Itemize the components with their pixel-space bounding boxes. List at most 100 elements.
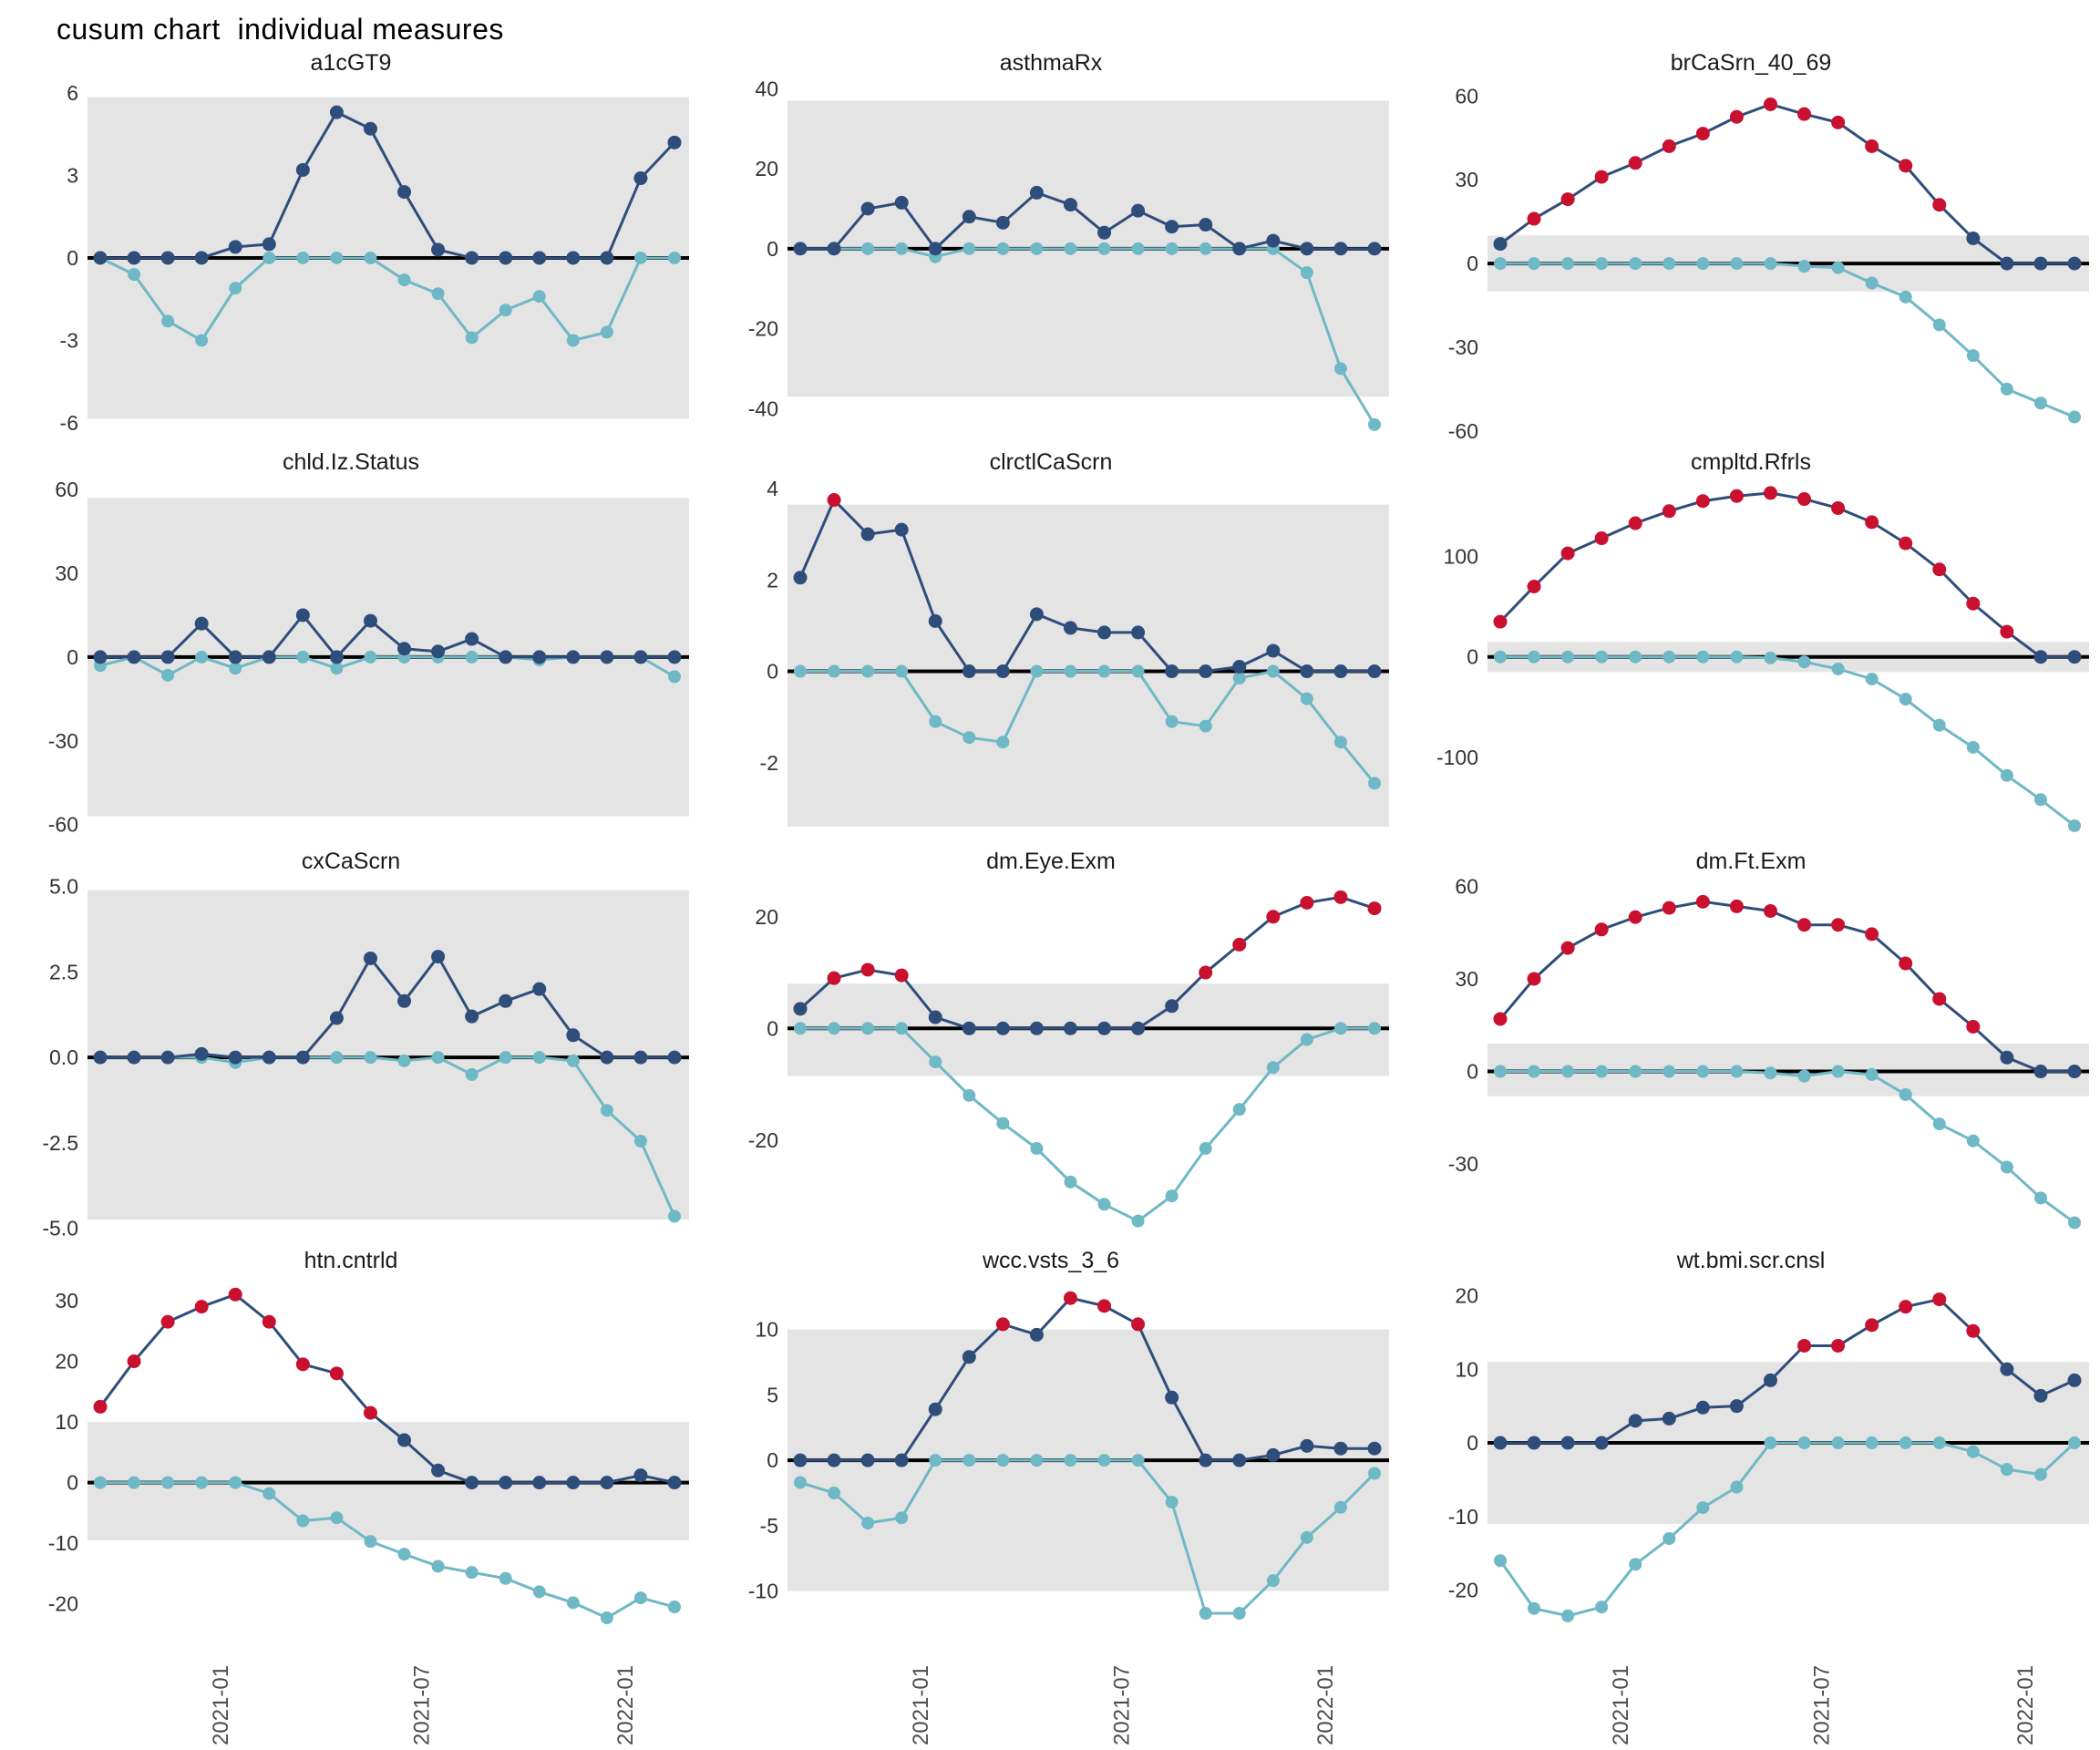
data-point-out-of-control — [1865, 927, 1879, 942]
data-point-lower — [600, 1611, 613, 1625]
data-point-upper — [2067, 1373, 2082, 1387]
data-point-upper — [793, 1002, 808, 1016]
data-point-lower — [600, 1104, 613, 1117]
chart-canvas-clrctlCaScrn: clrctlCaScrn 4 2 0 -2 — [760, 449, 1389, 827]
data-point-lower — [1662, 650, 1676, 664]
data-point-out-of-control — [1797, 1338, 1812, 1353]
data-point-upper — [667, 1476, 682, 1490]
y-tick-label: 3 — [67, 164, 78, 188]
data-point-lower — [1764, 257, 1777, 271]
panel-wt.bmi.scr.cnsl: wt.bmi.scr.cnsl 20 10 0 -10 -20 2021-01 2021-07… — [1400, 1246, 2100, 1749]
y-tick-label: 0 — [1467, 1431, 1478, 1455]
y-tick-label: -5.0 — [42, 1217, 78, 1240]
data-point-upper — [962, 1350, 976, 1364]
y-tick-label: -20 — [48, 1592, 78, 1616]
data-point-upper — [633, 171, 648, 186]
data-point-upper — [928, 1010, 942, 1024]
data-point-upper — [194, 1046, 209, 1061]
y-tick-label: -5 — [760, 1514, 778, 1538]
data-point-upper — [1199, 664, 1213, 679]
facet-title: a1cGT9 — [311, 50, 392, 76]
data-point-lower — [794, 1476, 807, 1489]
data-point-lower — [2068, 1436, 2081, 1450]
data-point-upper — [532, 251, 547, 265]
data-point-upper — [194, 616, 209, 631]
data-point-out-of-control — [1560, 546, 1575, 561]
panel-a1cGT9: a1cGT9 6 3 0 -3 -6 — [0, 48, 700, 448]
y-tick-label: -30 — [48, 729, 78, 753]
x-tick-label: 2022-01 — [613, 1665, 638, 1745]
data-point-upper — [1493, 237, 1508, 252]
data-point-upper — [329, 105, 344, 119]
chart-canvas-asthmaRx: asthmaRx 40 20 0 -20 -40 — [748, 50, 1389, 431]
data-point-lower — [895, 664, 909, 678]
y-tick-label: 40 — [755, 77, 778, 100]
data-point-out-of-control — [1865, 1318, 1879, 1333]
data-point-upper — [566, 650, 581, 664]
data-point-lower — [1865, 1436, 1879, 1450]
data-point-lower — [929, 715, 942, 728]
data-point-lower — [1528, 1065, 1541, 1078]
data-point-out-of-control — [1594, 170, 1609, 184]
chart-canvas-cxCaScrn: cxCaScrn 5.0 2.5 0.0 -2.5 -5.0 — [42, 849, 689, 1240]
data-point-lower — [161, 1476, 175, 1489]
data-point-upper — [1662, 1411, 1676, 1426]
lower-series-line — [1500, 655, 2075, 828]
data-point-lower — [397, 1548, 411, 1561]
facet-title: cxCaScrn — [302, 849, 400, 874]
data-point-lower — [1730, 1480, 1744, 1494]
data-point-lower — [1333, 1500, 1347, 1514]
y-tick-label: 0.0 — [49, 1045, 78, 1069]
data-point-lower — [499, 1571, 512, 1585]
x-tick-label: 2021-01 — [1609, 1665, 1633, 1745]
data-point-upper — [1063, 1021, 1077, 1035]
data-point-lower — [1899, 1087, 1912, 1101]
data-point-lower — [1764, 1066, 1777, 1080]
data-point-upper — [667, 1050, 682, 1065]
data-point-out-of-control — [329, 1366, 344, 1381]
data-point-lower — [1232, 1607, 1246, 1621]
data-point-out-of-control — [1695, 894, 1710, 909]
x-tick-label: 2022-01 — [2013, 1665, 2038, 1745]
data-point-out-of-control — [1865, 515, 1879, 530]
data-point-lower — [1831, 1436, 1845, 1450]
data-point-out-of-control — [1899, 956, 1913, 971]
data-point-lower — [1764, 1436, 1777, 1450]
data-point-lower — [1266, 664, 1280, 678]
chart-canvas-cmpltd.Rfrls: cmpltd.Rfrls 100 0 -100 — [1436, 449, 2089, 832]
data-point-lower — [364, 1051, 377, 1065]
panel-clrctlCaScrn: clrctlCaScrn 4 2 0 -2 — [700, 448, 1400, 847]
data-point-lower — [1368, 417, 1381, 431]
data-point-upper — [827, 1453, 841, 1467]
data-point-lower — [330, 662, 344, 675]
data-point-lower — [431, 1560, 445, 1573]
data-point-upper — [397, 185, 412, 200]
data-point-lower — [229, 662, 242, 675]
data-point-out-of-control — [1333, 890, 1348, 904]
data-point-upper — [262, 650, 276, 664]
data-point-upper — [1165, 664, 1179, 679]
data-point-lower — [1064, 1175, 1077, 1189]
y-tick-label: 60 — [1455, 874, 1478, 898]
data-point-lower — [2033, 396, 2047, 410]
data-point-lower — [2000, 1160, 2013, 1174]
data-point-lower — [229, 282, 242, 295]
data-point-upper — [1199, 218, 1213, 232]
data-point-upper — [1097, 225, 1112, 240]
data-point-lower — [1333, 362, 1347, 376]
chart-canvas-wcc.vsts_3_6: wcc.vsts_3_6 10 5 0 -5 -10 2021-01 2021-07 2022-… — [748, 1248, 1389, 1745]
y-tick-label: 20 — [1455, 1284, 1478, 1308]
data-point-out-of-control — [1763, 486, 1777, 500]
data-point-upper — [465, 251, 479, 265]
y-tick-label: 0 — [1467, 1060, 1478, 1084]
data-point-lower — [94, 1476, 107, 1489]
data-point-upper — [127, 1050, 141, 1065]
data-point-upper — [431, 242, 446, 257]
data-point-lower — [1300, 266, 1313, 280]
data-point-upper — [860, 201, 875, 216]
data-point-lower — [1232, 672, 1246, 685]
data-point-out-of-control — [1966, 596, 1981, 611]
y-tick-label: 20 — [755, 905, 778, 929]
data-point-out-of-control — [1097, 1299, 1112, 1313]
data-point-upper — [228, 650, 242, 664]
